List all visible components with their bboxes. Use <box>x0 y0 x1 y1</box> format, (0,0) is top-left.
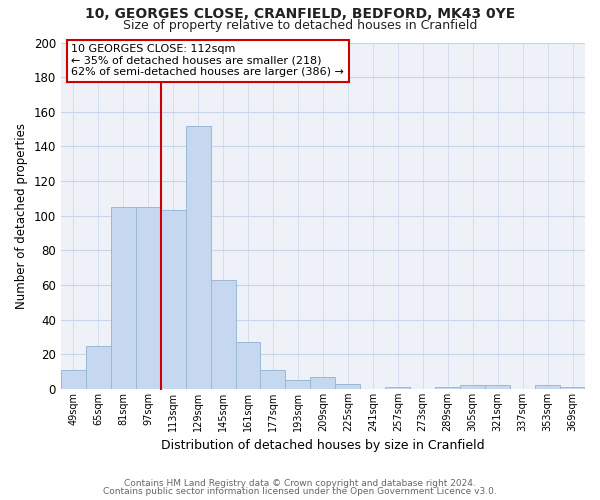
Bar <box>136 207 161 389</box>
Bar <box>236 342 260 389</box>
Bar <box>211 280 236 389</box>
X-axis label: Distribution of detached houses by size in Cranfield: Distribution of detached houses by size … <box>161 440 485 452</box>
Bar <box>335 384 361 389</box>
Bar <box>435 387 460 389</box>
Bar <box>185 126 211 389</box>
Bar <box>385 387 410 389</box>
Bar <box>111 207 136 389</box>
Bar <box>161 210 185 389</box>
Text: 10, GEORGES CLOSE, CRANFIELD, BEDFORD, MK43 0YE: 10, GEORGES CLOSE, CRANFIELD, BEDFORD, M… <box>85 8 515 22</box>
Bar <box>260 370 286 389</box>
Text: Size of property relative to detached houses in Cranfield: Size of property relative to detached ho… <box>123 18 477 32</box>
Bar <box>485 386 510 389</box>
Bar <box>560 387 585 389</box>
Bar <box>61 370 86 389</box>
Text: Contains HM Land Registry data © Crown copyright and database right 2024.: Contains HM Land Registry data © Crown c… <box>124 478 476 488</box>
Text: Contains public sector information licensed under the Open Government Licence v3: Contains public sector information licen… <box>103 487 497 496</box>
Bar <box>460 386 485 389</box>
Bar <box>310 377 335 389</box>
Bar <box>86 346 111 389</box>
Y-axis label: Number of detached properties: Number of detached properties <box>15 122 28 308</box>
Text: 10 GEORGES CLOSE: 112sqm
← 35% of detached houses are smaller (218)
62% of semi-: 10 GEORGES CLOSE: 112sqm ← 35% of detach… <box>71 44 344 78</box>
Bar <box>535 386 560 389</box>
Bar <box>286 380 310 389</box>
